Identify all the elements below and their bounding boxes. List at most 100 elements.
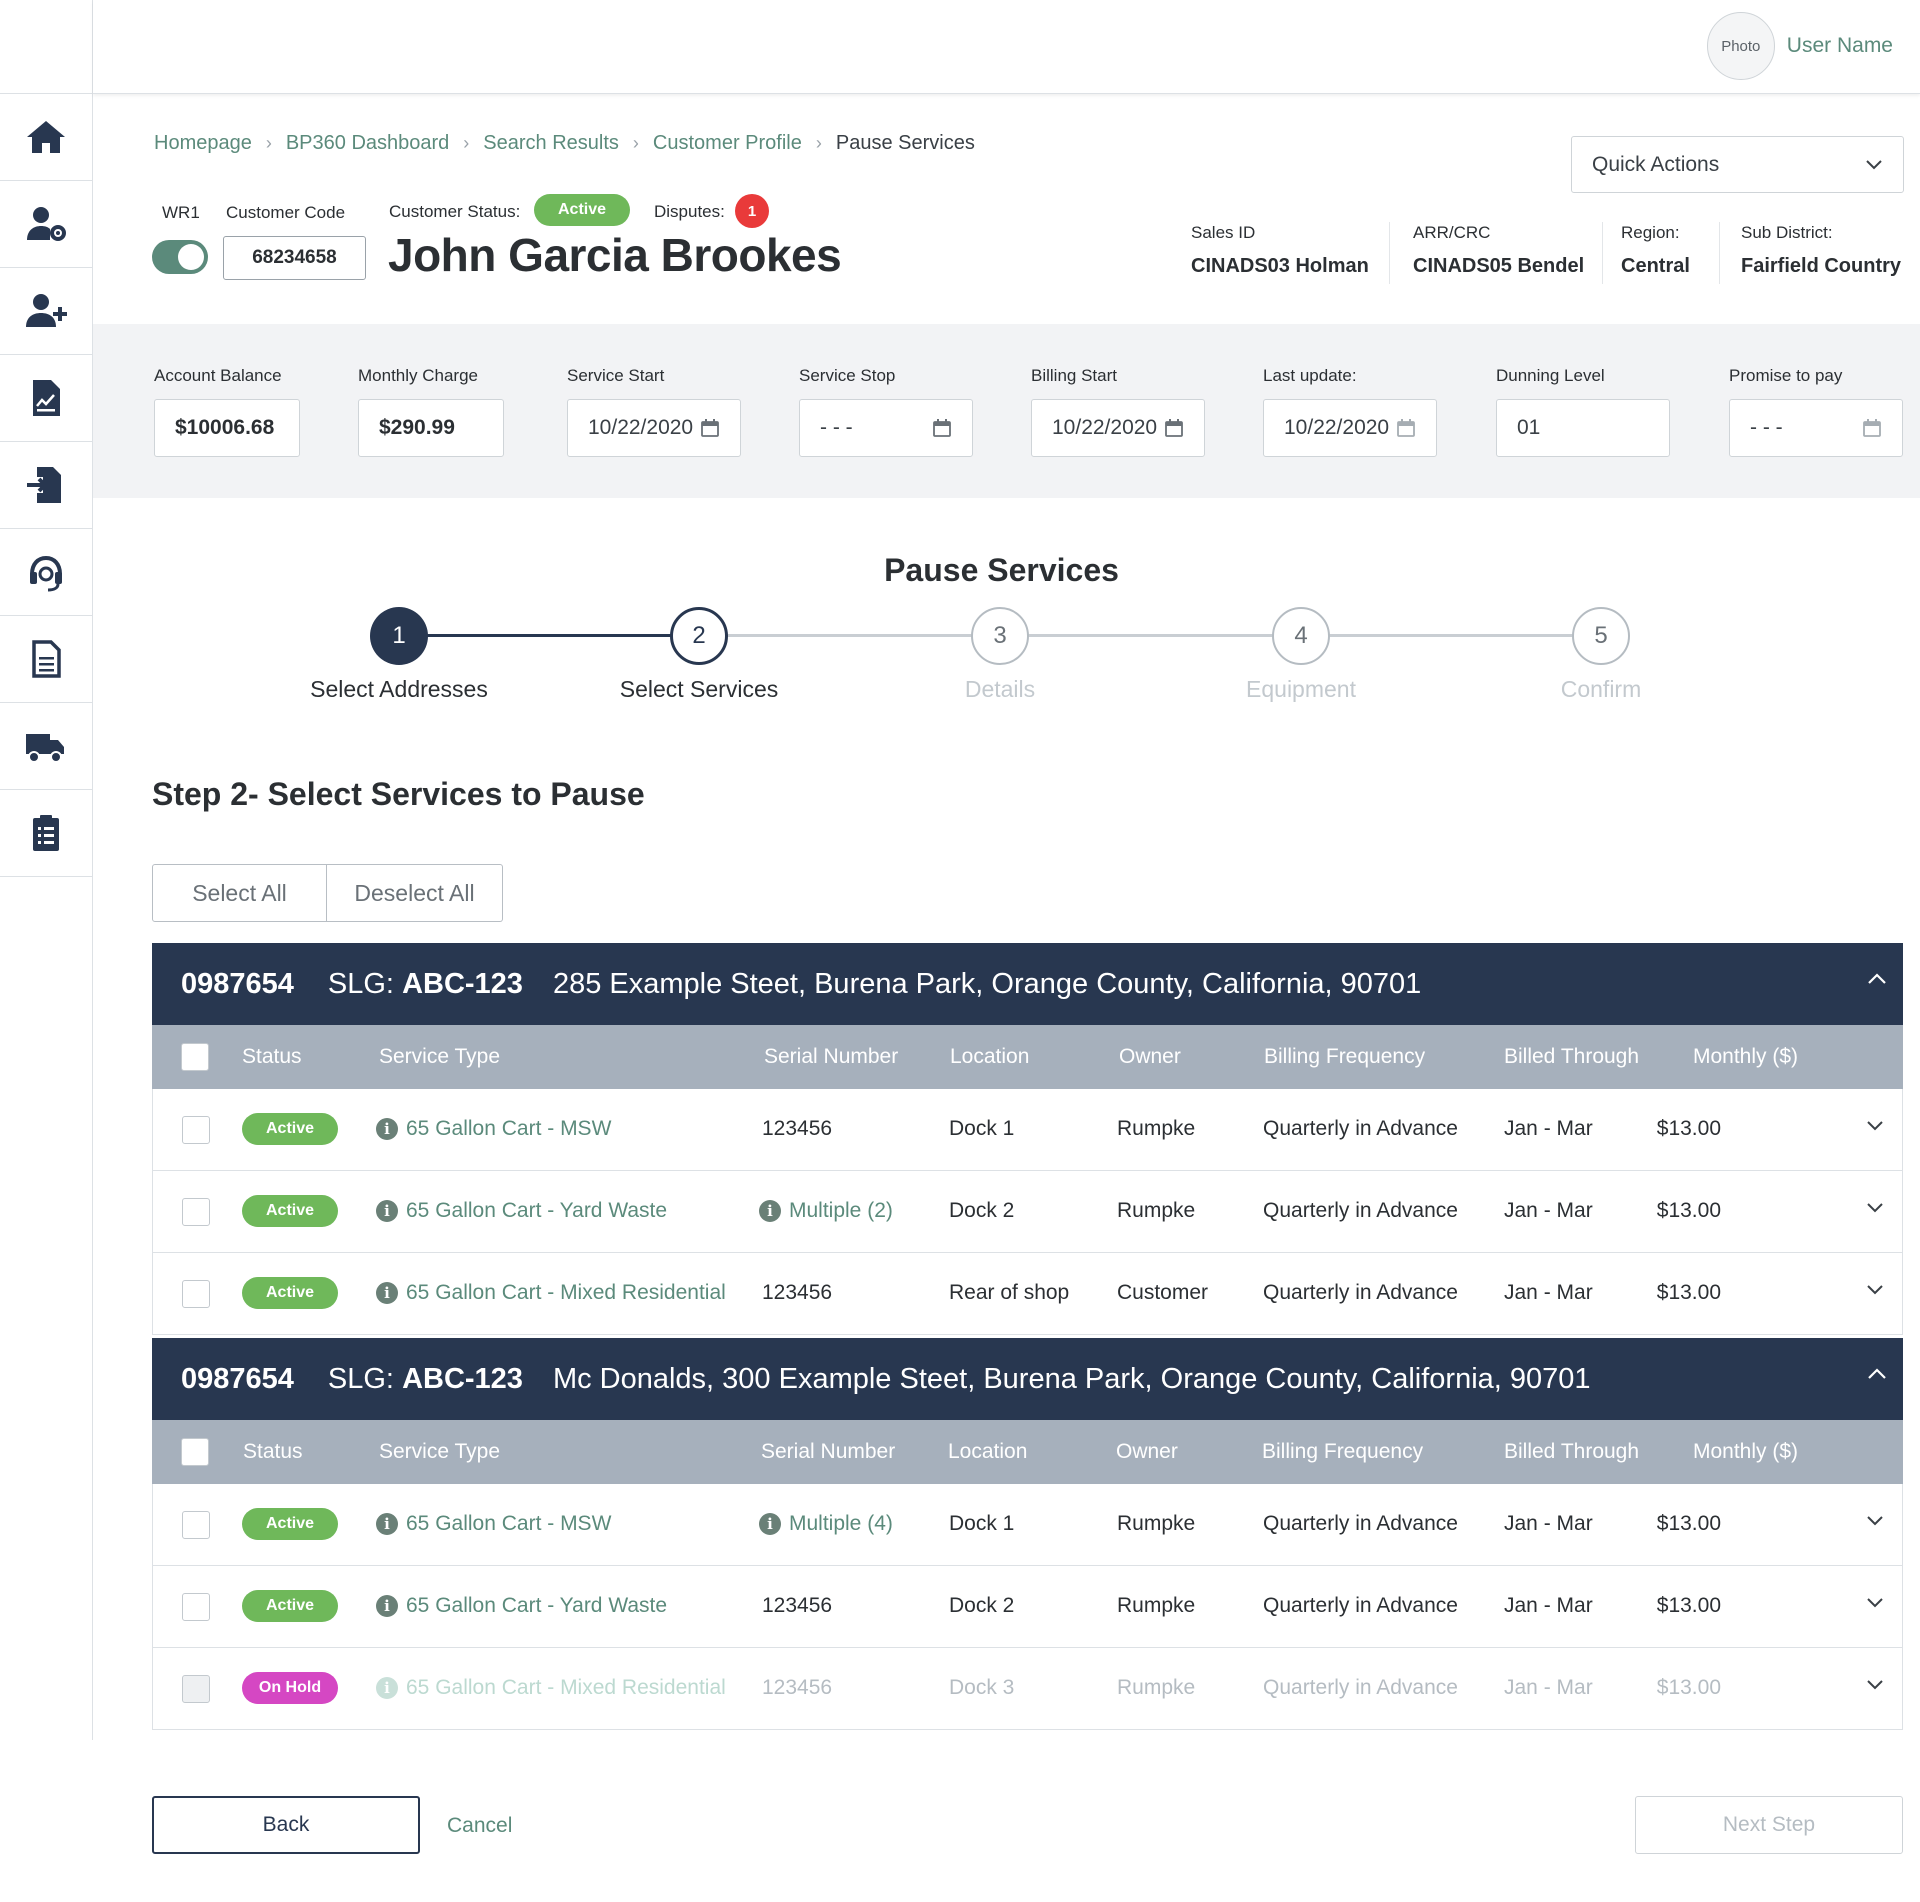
billing-start-input[interactable]: 10/22/2020 <box>1031 399 1205 457</box>
info-icon[interactable]: i <box>376 1513 398 1535</box>
calendar-icon[interactable] <box>932 418 952 438</box>
column-service-type: Service Type <box>379 1045 501 1068</box>
column-serial-number: Serial Number <box>761 1440 896 1463</box>
cancel-link[interactable]: Cancel <box>447 1814 513 1837</box>
address-group-header[interactable]: 0987654 SLG: ABC-123 Mc Donalds, 300 Exa… <box>152 1338 1903 1420</box>
sidebar-item-support[interactable] <box>0 529 92 616</box>
breadcrumb-customer-profile[interactable]: Customer Profile <box>652 132 802 154</box>
column-billing-frequency: Billing Frequency <box>1264 1045 1426 1068</box>
sidebar-item-delivery[interactable] <box>0 703 92 790</box>
sidebar-item-tasks[interactable] <box>0 790 92 877</box>
status-badge: Active <box>242 1277 338 1309</box>
chevron-up-icon[interactable] <box>1867 1366 1887 1380</box>
calendar-icon[interactable] <box>700 418 720 438</box>
row-checkbox[interactable] <box>182 1198 210 1226</box>
chevron-down-icon[interactable] <box>1866 1284 1884 1296</box>
account-balance-label: Account Balance <box>154 366 282 385</box>
user-menu[interactable]: Photo User Name <box>1706 12 1893 80</box>
wr1-toggle[interactable] <box>152 240 208 274</box>
step-3-circle: 3 <box>971 607 1029 665</box>
calendar-icon[interactable] <box>1164 418 1184 438</box>
table-row-disabled: On Hold i 65 Gallon Cart - Mixed Resident… <box>152 1648 1903 1730</box>
step-2-circle[interactable]: 2 <box>670 607 728 665</box>
select-all-rows-checkbox[interactable] <box>181 1438 209 1466</box>
service-start-input[interactable]: 10/22/2020 <box>567 399 741 457</box>
back-button[interactable]: Back <box>152 1796 420 1854</box>
calendar-icon[interactable] <box>1396 418 1416 438</box>
column-location: Location <box>948 1440 1028 1463</box>
serial-number-link[interactable]: i Multiple (4) <box>759 1512 893 1536</box>
region: Region: Central <box>1621 223 1690 278</box>
info-icon[interactable]: i <box>376 1282 398 1304</box>
info-icon[interactable]: i <box>376 1595 398 1617</box>
table-row[interactable]: Active i 65 Gallon Cart - Yard Waste 1234… <box>152 1566 1903 1648</box>
deselect-all-button[interactable]: Deselect All <box>327 864 503 922</box>
calendar-icon[interactable] <box>1862 418 1882 438</box>
column-billing-frequency: Billing Frequency <box>1262 1440 1424 1463</box>
breadcrumb-dashboard[interactable]: BP360 Dashboard <box>285 132 450 154</box>
avatar[interactable]: Photo <box>1706 12 1775 80</box>
service-stop-input[interactable]: - - - <box>799 399 973 457</box>
breadcrumb-search-results[interactable]: Search Results <box>483 132 619 154</box>
chevron-down-icon[interactable] <box>1866 1597 1884 1609</box>
service-type-link[interactable]: i 65 Gallon Cart - Mixed Residential <box>376 1281 726 1305</box>
last-update-value: 10/22/2020 <box>1284 416 1390 439</box>
file-import-icon <box>27 467 61 503</box>
service-type-link[interactable]: i 65 Gallon Cart - Yard Waste <box>376 1199 667 1223</box>
row-checkbox[interactable] <box>182 1511 210 1539</box>
row-checkbox[interactable] <box>182 1116 210 1144</box>
chevron-down-icon[interactable] <box>1866 1120 1884 1132</box>
sidebar-item-reports[interactable] <box>0 355 92 442</box>
sidebar-item-user-settings[interactable] <box>0 181 92 268</box>
monthly-amount: $13.00 <box>1656 1117 1721 1140</box>
table-row[interactable]: Active i 65 Gallon Cart - MSW 123456 Dock… <box>152 1089 1903 1171</box>
chevron-down-icon[interactable] <box>1866 1515 1884 1527</box>
next-step-button[interactable]: Next Step <box>1635 1796 1903 1854</box>
info-icon[interactable]: i <box>759 1513 781 1535</box>
owner: Rumpke <box>1117 1117 1196 1140</box>
service-type-link[interactable]: i 65 Gallon Cart - Yard Waste <box>376 1594 667 1618</box>
quick-actions-dropdown[interactable]: Quick Actions <box>1571 136 1904 193</box>
user-name[interactable]: User Name <box>1786 34 1893 57</box>
service-type: i 65 Gallon Cart - Mixed Residential <box>376 1676 726 1700</box>
column-location: Location <box>950 1045 1030 1068</box>
owner: Rumpke <box>1117 1594 1196 1617</box>
step-1-circle[interactable]: 1 <box>370 607 428 665</box>
row-checkbox[interactable] <box>182 1593 210 1621</box>
chevron-down-icon[interactable] <box>1866 1679 1884 1691</box>
group-slg: SLG: ABC-123 <box>327 967 523 1000</box>
promise-to-pay-input[interactable]: - - - <box>1729 399 1903 457</box>
chevron-right-icon: › <box>815 133 822 153</box>
select-all-rows-checkbox[interactable] <box>181 1043 209 1071</box>
serial-number-link[interactable]: i Multiple (2) <box>759 1199 893 1223</box>
address-group-header[interactable]: 0987654 SLG: ABC-123 285 Example Steet, … <box>152 943 1903 1025</box>
chevron-up-icon[interactable] <box>1867 971 1887 985</box>
column-monthly: Monthly ($) <box>1693 1440 1799 1463</box>
sidebar-logo-area <box>0 0 92 94</box>
chevron-down-icon[interactable] <box>1866 1202 1884 1214</box>
last-update-input[interactable]: 10/22/2020 <box>1263 399 1437 457</box>
select-all-button[interactable]: Select All <box>152 864 327 922</box>
sidebar-item-home[interactable] <box>0 94 92 181</box>
disputes-count-badge[interactable]: 1 <box>735 194 769 228</box>
region-label: Region: <box>1621 223 1680 242</box>
row-checkbox[interactable] <box>182 1280 210 1308</box>
clipboard-list-icon <box>33 815 59 851</box>
group-slg: SLG: ABC-123 <box>327 1362 523 1395</box>
table-row[interactable]: Active i 65 Gallon Cart - Mixed Residenti… <box>152 1253 1903 1335</box>
stepper-connector <box>1329 634 1573 637</box>
info-icon[interactable]: i <box>759 1200 781 1222</box>
info-icon[interactable]: i <box>376 1200 398 1222</box>
service-start-value: 10/22/2020 <box>588 416 694 439</box>
service-type-link[interactable]: i 65 Gallon Cart - MSW <box>376 1117 611 1141</box>
column-serial-number: Serial Number <box>764 1045 899 1068</box>
table-row[interactable]: Active i 65 Gallon Cart - Yard Waste i Mul… <box>152 1171 1903 1253</box>
service-type-link[interactable]: i 65 Gallon Cart - MSW <box>376 1512 611 1536</box>
table-row[interactable]: Active i 65 Gallon Cart - MSW i Multiple (… <box>152 1484 1903 1566</box>
sidebar-item-add-user[interactable] <box>0 268 92 355</box>
sidebar-item-import[interactable] <box>0 442 92 529</box>
toggle-knob <box>178 244 204 270</box>
breadcrumb-homepage[interactable]: Homepage <box>154 132 252 154</box>
info-icon[interactable]: i <box>376 1118 398 1140</box>
sidebar-item-documents[interactable] <box>0 616 92 703</box>
